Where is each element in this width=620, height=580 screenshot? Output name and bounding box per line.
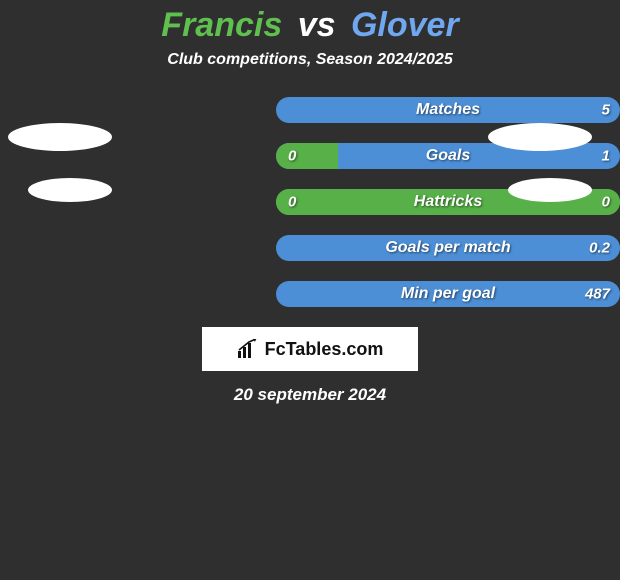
stat-label: Goals [426,147,470,165]
stat-value-p2: 0.2 [589,240,610,257]
stat-value-p1: 0 [288,194,296,211]
bar-chart-icon [237,339,259,359]
logo-box: FcTables.com [202,327,418,371]
bar-p1 [276,143,338,169]
stat-label: Min per goal [401,285,495,303]
stat-value-p2: 1 [602,148,610,165]
stat-value-p2: 5 [602,102,610,119]
stat-value-p2: 487 [585,286,610,303]
logo-text: FcTables.com [265,339,384,360]
stat-row: Matches 5 [276,97,620,123]
logo: FcTables.com [237,339,384,360]
comparison-chart: Matches 5 Goals 0 1 Hattricks 0 0 Goals per matc… [0,97,620,307]
stat-row: Min per goal 487 [276,281,620,307]
date-text: 20 september 2024 [0,385,620,405]
stat-row: Hattricks 0 0 [276,189,620,215]
stat-label: Goals per match [385,239,510,257]
stat-row: Goals per match 0.2 [276,235,620,261]
stat-row: Goals 0 1 [276,143,620,169]
title-player1: Francis [161,6,282,44]
title-player2: Glover [351,6,459,44]
stat-value-p2: 0 [602,194,610,211]
stat-label: Hattricks [414,193,482,211]
subtitle: Club competitions, Season 2024/2025 [0,51,620,69]
stat-label: Matches [416,101,480,119]
page-title: Francis vs Glover [0,0,620,45]
stat-value-p1: 0 [288,148,296,165]
title-vs: vs [298,6,336,44]
